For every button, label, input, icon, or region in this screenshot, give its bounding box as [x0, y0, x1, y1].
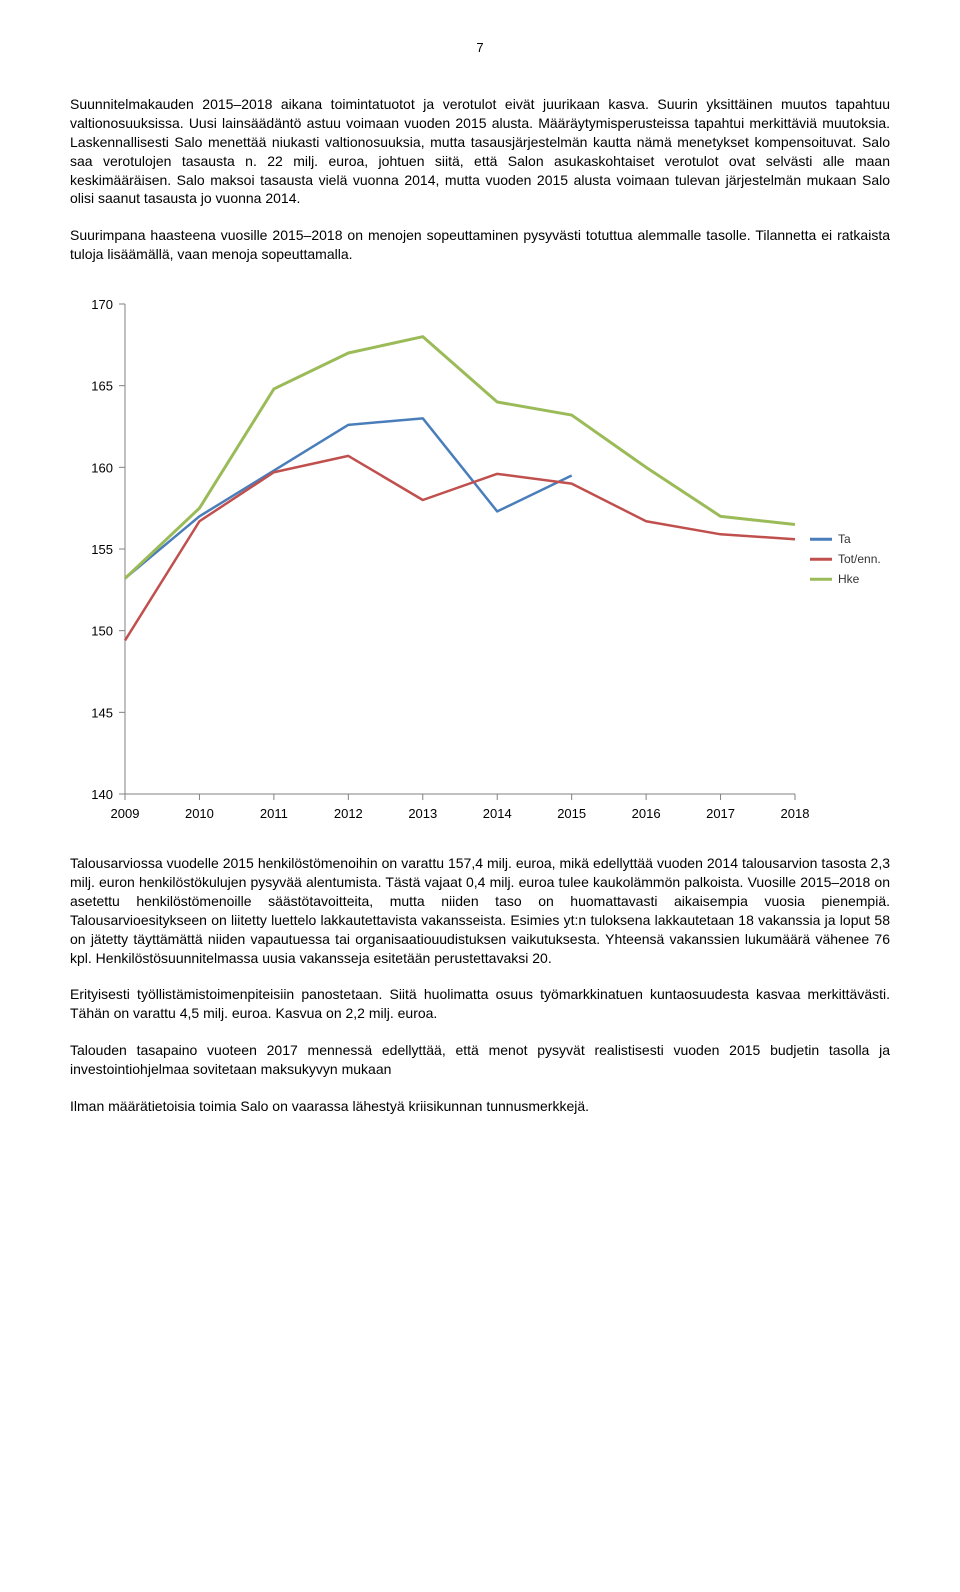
svg-text:2009: 2009	[111, 806, 140, 821]
svg-text:145: 145	[91, 705, 113, 720]
svg-text:170: 170	[91, 297, 113, 312]
svg-text:2010: 2010	[185, 806, 214, 821]
legend-label: Hke	[838, 572, 860, 586]
paragraph-2: Suurimpana haasteena vuosille 2015–2018 …	[70, 226, 890, 264]
series-line	[125, 456, 795, 641]
svg-text:2012: 2012	[334, 806, 363, 821]
svg-text:2011: 2011	[260, 806, 288, 821]
series-line	[125, 337, 795, 579]
page-container: 7 Suunnitelmakauden 2015–2018 aikana toi…	[0, 0, 960, 1174]
paragraph-6: Ilman määrätietoisia toimia Salo on vaar…	[70, 1097, 890, 1116]
svg-text:2015: 2015	[557, 806, 586, 821]
paragraph-3: Talousarviossa vuodelle 2015 henkilöstöm…	[70, 854, 890, 967]
page-number: 7	[70, 40, 890, 55]
svg-text:165: 165	[91, 379, 113, 394]
svg-text:150: 150	[91, 624, 113, 639]
legend-label: Tot/enn.	[838, 552, 881, 566]
line-chart: 140 145 150 155 160 165 170 2009 2010 2011 2012 201…	[70, 284, 890, 824]
svg-text:140: 140	[91, 787, 113, 802]
chart-svg: 140 145 150 155 160 165 170 2009 2010 2011 2012 201…	[70, 284, 890, 824]
paragraph-5: Talouden tasapaino vuoteen 2017 mennessä…	[70, 1041, 890, 1079]
svg-text:2017: 2017	[706, 806, 735, 821]
svg-text:155: 155	[91, 542, 113, 557]
svg-text:2013: 2013	[408, 806, 437, 821]
svg-text:2016: 2016	[632, 806, 661, 821]
paragraph-4: Erityisesti työllistämistoimenpiteisiin …	[70, 985, 890, 1023]
svg-text:160: 160	[91, 460, 113, 475]
series-line	[125, 418, 572, 578]
legend-label: Ta	[838, 532, 851, 546]
paragraph-1: Suunnitelmakauden 2015–2018 aikana toimi…	[70, 95, 890, 208]
svg-text:2018: 2018	[781, 806, 810, 821]
svg-text:2014: 2014	[483, 806, 512, 821]
